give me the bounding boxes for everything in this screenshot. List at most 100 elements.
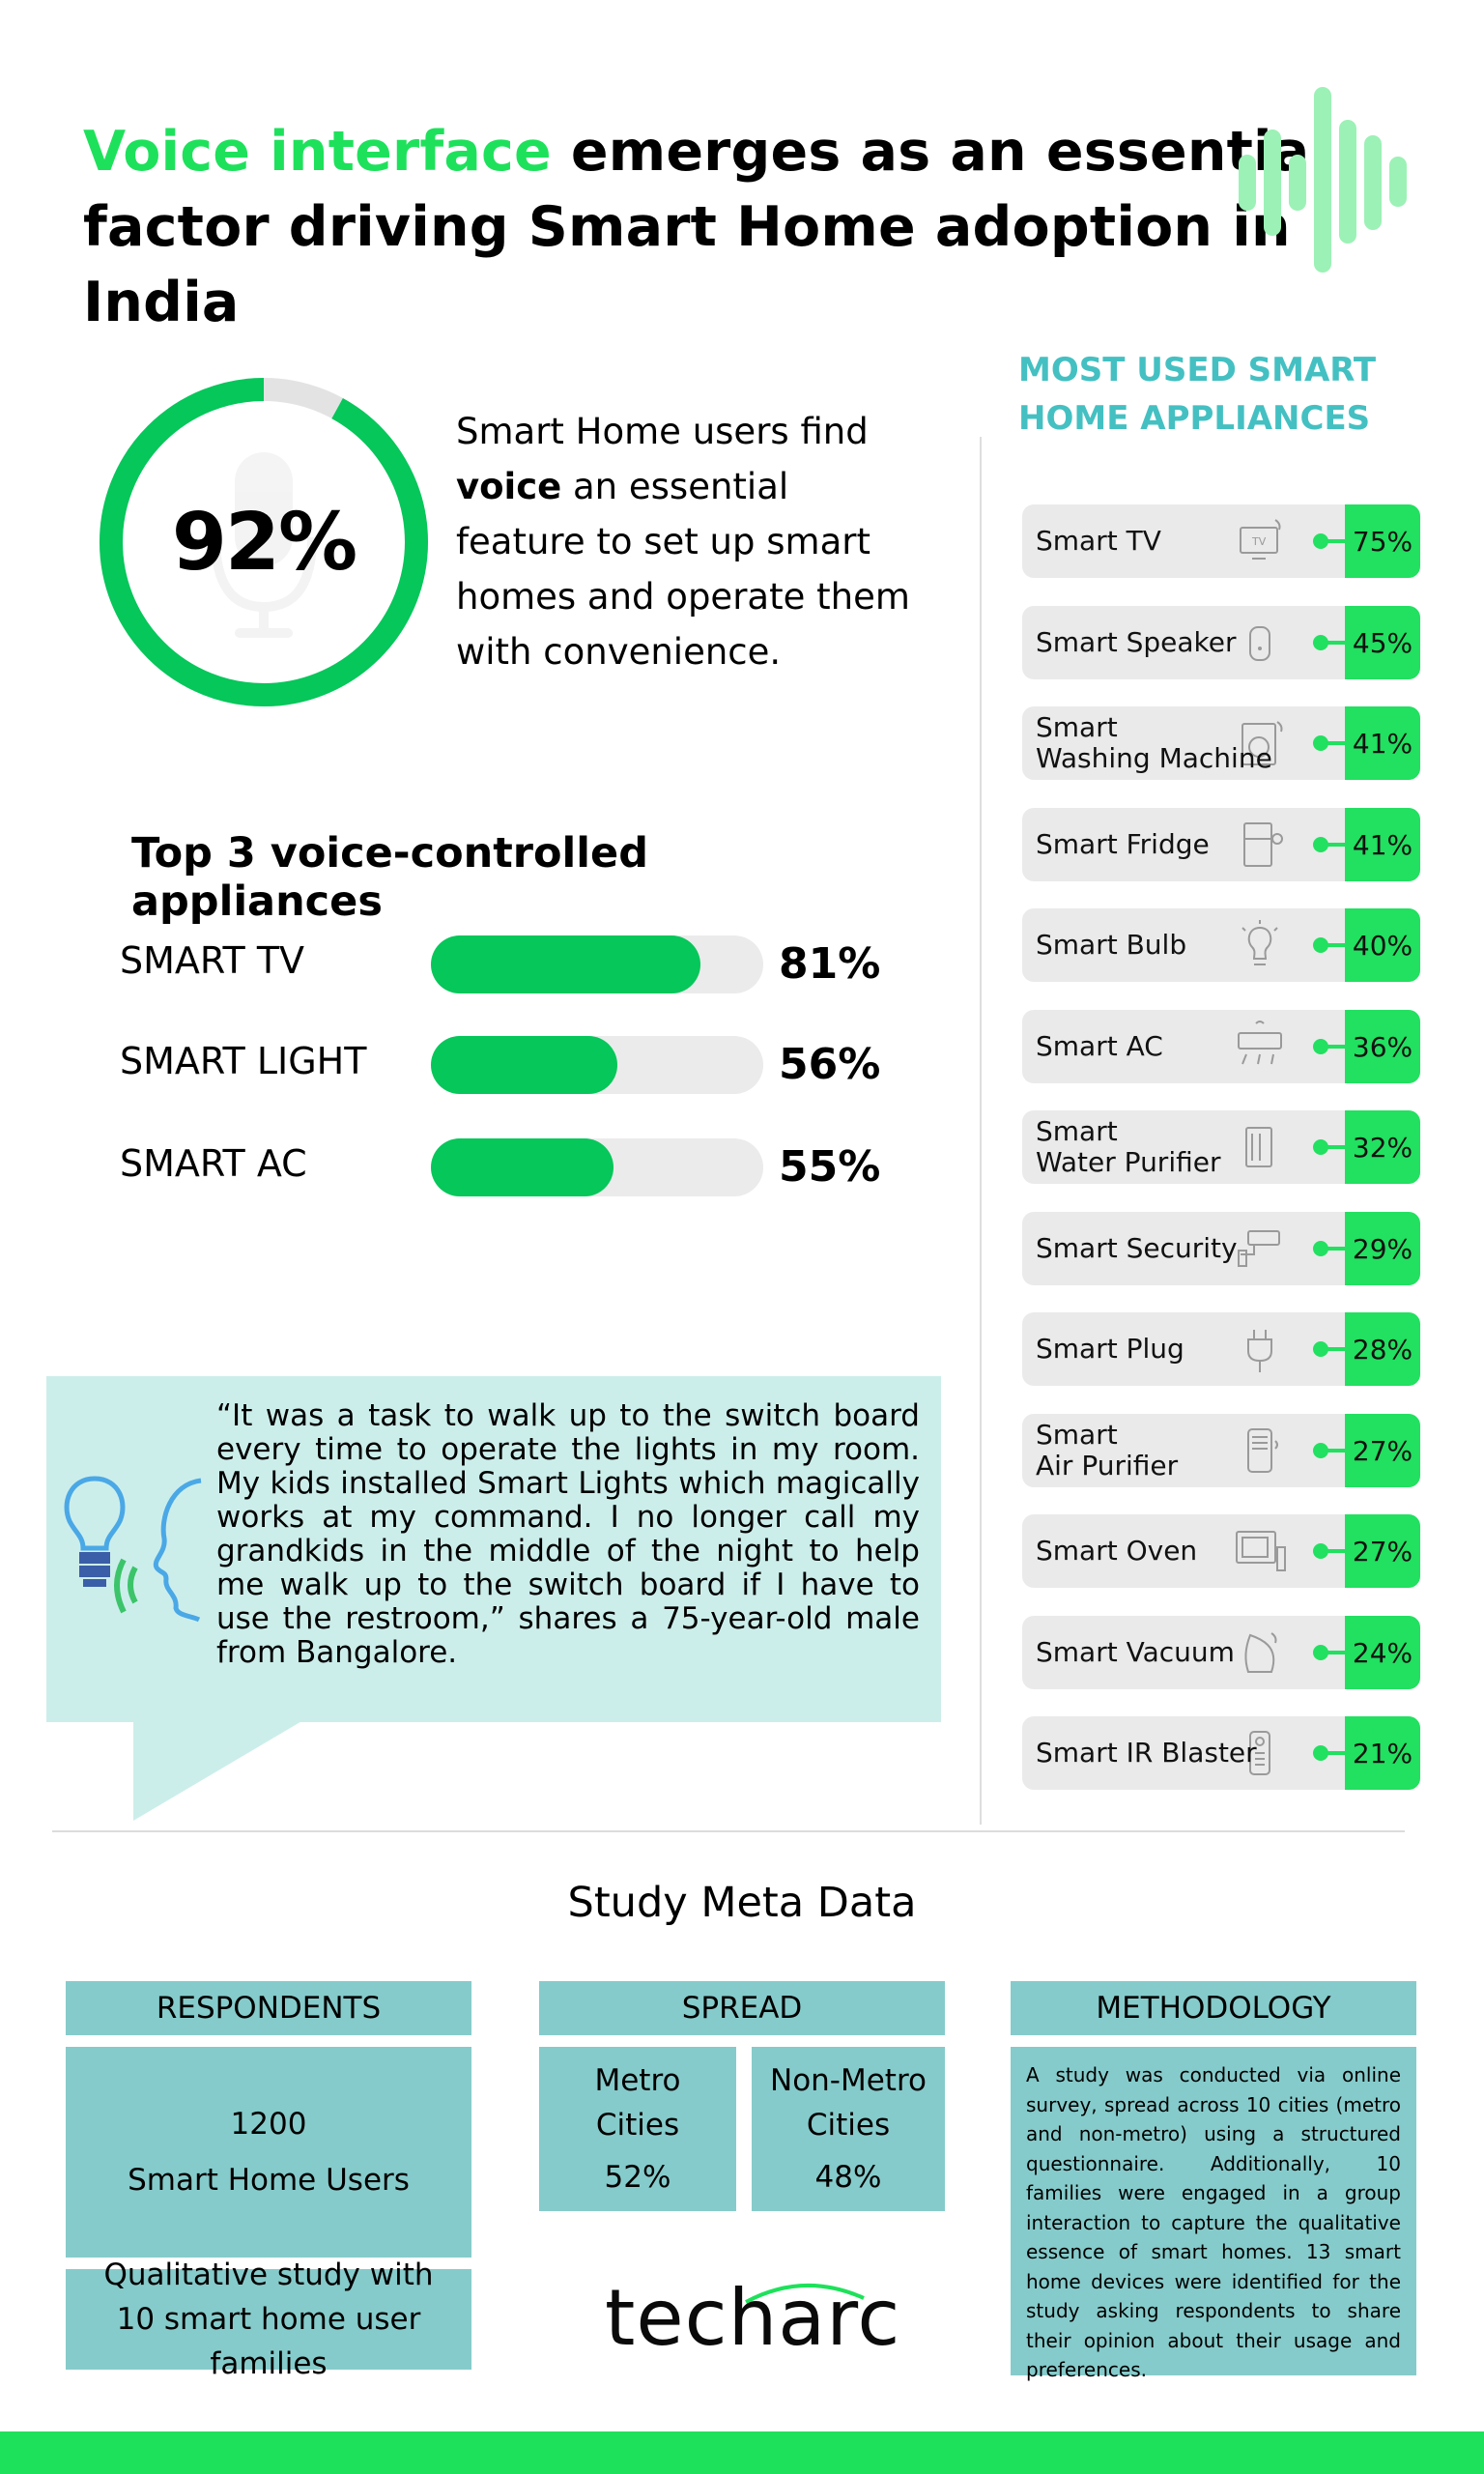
horizontal-divider (52, 1830, 1405, 1832)
appliance-name: Smart Water Purifier (1036, 1110, 1326, 1184)
logo-arc (745, 2284, 865, 2304)
qualitative-box: Qualitative study with 10 smart home use… (66, 2258, 471, 2381)
appliance-pct-block (1345, 1110, 1420, 1184)
appliance-row: Smart Security 29% (1022, 1212, 1420, 1285)
top3-row: SMART TV 81% (0, 930, 928, 993)
appliance-name: Smart Air Purifier (1036, 1414, 1326, 1487)
appliance-row: Smart Speaker 45% (1022, 606, 1420, 679)
appliance-name-text: Smart AC (1036, 1030, 1163, 1062)
top3-value: 56% (779, 1040, 881, 1089)
connector-dot (1313, 1543, 1345, 1559)
appliance-pct-block (1345, 1616, 1420, 1689)
connector-dot (1313, 1039, 1345, 1054)
respondents-label: Smart Home Users (128, 2163, 410, 2198)
appliance-pct-block (1345, 1514, 1420, 1588)
appliance-pct: 41% (1352, 727, 1413, 760)
speaker-icon (1249, 626, 1270, 661)
appliance-name-text: Smart TV (1036, 525, 1161, 557)
appliance-name-text: Smart IR Blaster (1036, 1737, 1257, 1769)
respondents-header: RESPONDENTS (66, 1981, 471, 2035)
top3-bar (431, 1036, 617, 1094)
connector-dot (1313, 937, 1345, 953)
connector-dot (1313, 635, 1345, 650)
page-title: Voice interface emerges as an essential … (83, 114, 1436, 340)
appliance-pct-block (1345, 504, 1420, 578)
connector-dot (1313, 1241, 1345, 1256)
appliance-name: Smart Speaker (1036, 606, 1326, 679)
vertical-divider (980, 437, 982, 1825)
top3-value: 81% (779, 939, 881, 989)
appliance-pct: 28% (1352, 1333, 1413, 1366)
methodology-header: METHODOLOGY (1011, 1981, 1416, 2035)
quote-text: “It was a task to walk up to the switch … (216, 1398, 920, 1670)
fridge-icon (1243, 822, 1283, 867)
voice-percent-value: 92% (171, 496, 357, 589)
appliance-row: Smart Plug 28% (1022, 1312, 1420, 1386)
appliance-row: Smart Bulb 40% (1022, 908, 1420, 982)
title-line1-rest: emerges as an essential (551, 120, 1329, 184)
voice-stat-description: Smart Home users find voice an essential… (456, 404, 910, 679)
nonmetro-box: Non-Metro Cities 48% (752, 2047, 945, 2211)
quote-bubble-tail (133, 1720, 303, 1821)
voice-stat-text-before: Smart Home users find (456, 411, 869, 452)
appliance-name: Smart Bulb (1036, 908, 1326, 982)
appliance-pct: 45% (1352, 626, 1413, 659)
appliance-pct-block (1345, 1716, 1420, 1790)
top3-title: Top 3 voice-controlled appliances (131, 829, 648, 926)
appliance-pct-block (1345, 1312, 1420, 1386)
connector-dot (1313, 1139, 1345, 1155)
appliance-name: Smart Oven (1036, 1514, 1326, 1588)
appliance-pct-block (1345, 1414, 1420, 1487)
appliance-row: Smart AC 36% (1022, 1010, 1420, 1083)
appliance-pct: 41% (1352, 828, 1413, 861)
appliance-name: Smart TV (1036, 504, 1326, 578)
bulb-icon (1241, 920, 1278, 965)
connector-dot (1313, 1645, 1345, 1660)
appliance-name: Smart Security (1036, 1212, 1326, 1285)
spread-header: SPREAD (539, 1981, 945, 2035)
meta-title: Study Meta Data (567, 1879, 917, 1927)
appliance-pct: 36% (1352, 1030, 1413, 1063)
nonmetro-label-line1: Non-Metro (770, 2063, 927, 2098)
appliance-pct: 24% (1352, 1636, 1413, 1669)
title-line2: factor driving Smart Home adoption in In… (83, 195, 1291, 334)
appliance-name-text: Smart Speaker (1036, 626, 1237, 658)
appliance-pct-block (1345, 1010, 1420, 1083)
appliance-name-text: Smart Washing Machine (1036, 711, 1272, 774)
appliance-pct-block (1345, 706, 1420, 780)
appliance-row: Smart Water Purifier 32% (1022, 1110, 1420, 1184)
appliance-name-text: Smart Bulb (1036, 929, 1187, 961)
top3-row: SMART AC 55% (0, 1133, 928, 1196)
appliance-name: Smart Plug (1036, 1312, 1326, 1386)
water-purifier-icon (1245, 1127, 1272, 1167)
appliance-name-text: Smart Water Purifier (1036, 1115, 1221, 1178)
appliance-name: Smart IR Blaster (1036, 1716, 1326, 1790)
appliance-pct-block (1345, 606, 1420, 679)
appliance-row: Smart Vacuum 24% (1022, 1616, 1420, 1689)
top3-label: SMART LIGHT (120, 1040, 367, 1082)
connector-dot (1313, 533, 1345, 549)
appliances-title: MOST USED SMART HOME APPLIANCES (1018, 346, 1424, 443)
metro-box: Metro Cities 52% (539, 2047, 736, 2211)
techarc-logo: techarc (605, 2273, 901, 2363)
appliance-row: TV Smart TV 75% (1022, 504, 1420, 578)
appliance-name: Smart Vacuum (1036, 1616, 1326, 1689)
appliance-pct: 27% (1352, 1535, 1413, 1568)
appliance-name: Smart Washing Machine (1036, 706, 1326, 780)
appliance-name-text: Smart Air Purifier (1036, 1419, 1179, 1482)
appliance-pct: 40% (1352, 929, 1413, 962)
ac-icon (1238, 1021, 1282, 1065)
metro-label-line2: Cities (595, 2108, 680, 2143)
appliance-pct: 75% (1352, 525, 1413, 558)
appliances-title-line2: HOME APPLIANCES (1018, 399, 1371, 438)
appliance-row: Smart Washing Machine 41% (1022, 706, 1420, 780)
respondents-box: 1200 Smart Home Users (66, 2047, 471, 2258)
ring-progress-arc (100, 378, 428, 706)
connector-dot (1313, 735, 1345, 751)
plug-icon (1247, 1330, 1272, 1372)
appliance-name: Smart Fridge (1036, 808, 1326, 881)
appliance-pct: 32% (1352, 1131, 1413, 1164)
appliance-name-text: Smart Oven (1036, 1535, 1198, 1567)
appliance-pct: 21% (1352, 1737, 1413, 1769)
air-purifier-icon (1247, 1428, 1278, 1473)
